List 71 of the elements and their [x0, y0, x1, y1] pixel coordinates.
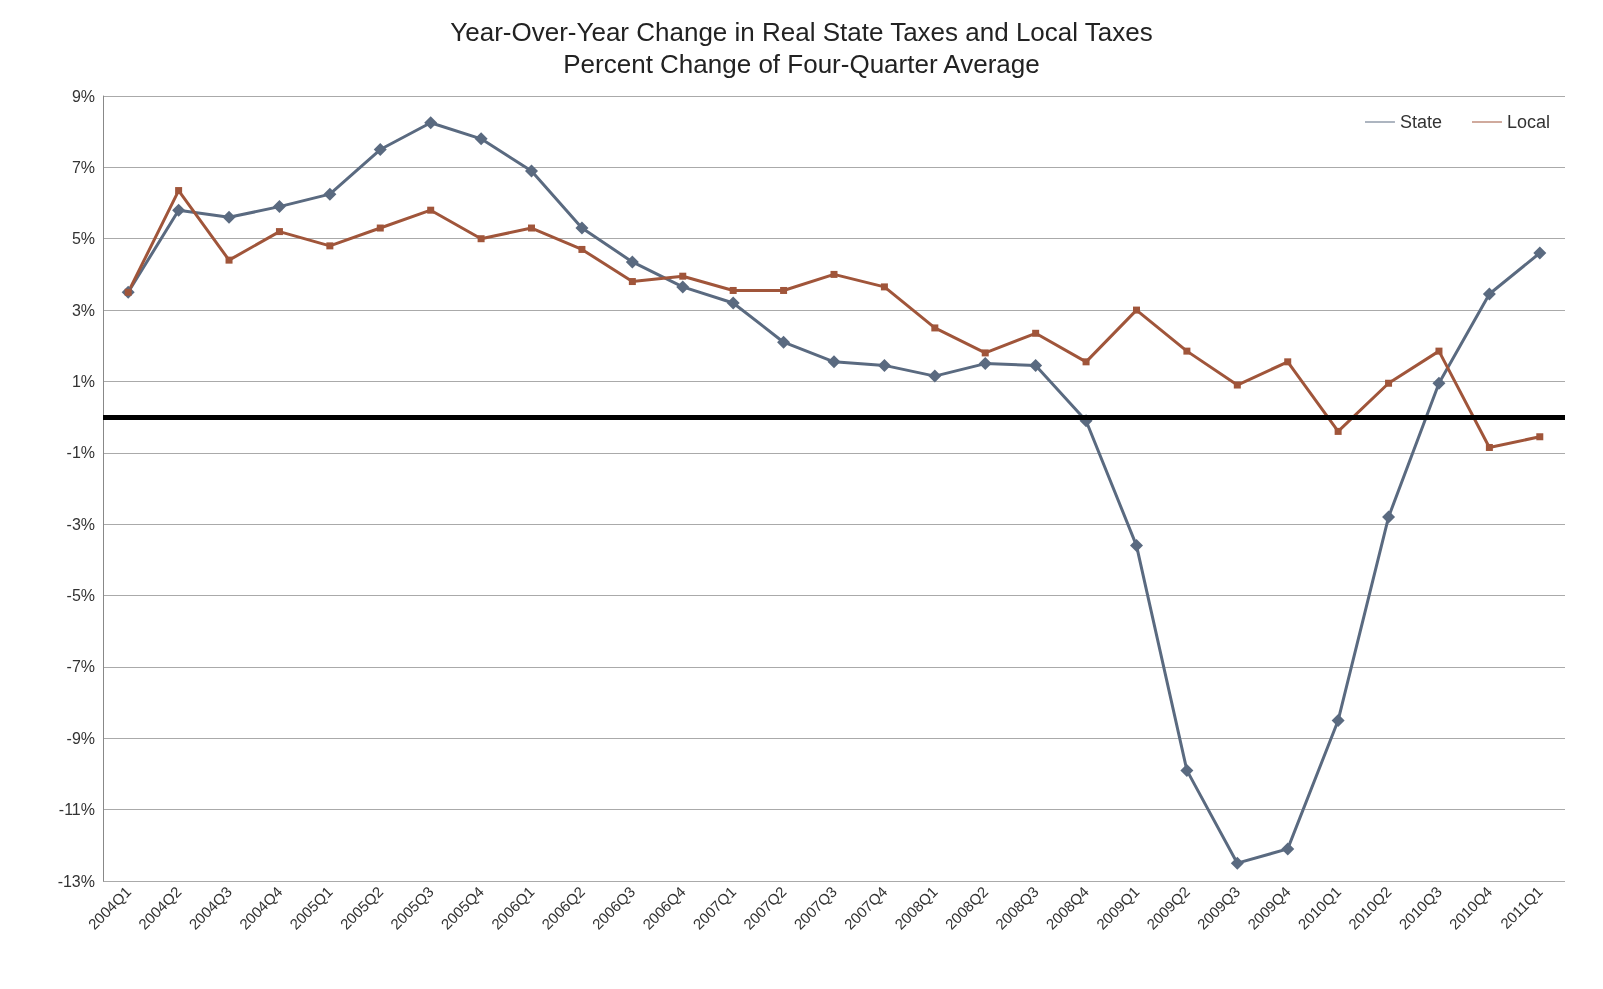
- y-tick-label: -11%: [58, 801, 95, 819]
- point: [676, 280, 690, 294]
- point: [525, 164, 539, 178]
- y-tick-label: -1%: [66, 444, 95, 462]
- point: [978, 357, 992, 371]
- point: [1284, 358, 1292, 366]
- y-tick-label: -13%: [57, 872, 95, 890]
- point: [373, 143, 387, 157]
- point: [1334, 427, 1342, 435]
- legend-label: Local: [1506, 112, 1550, 132]
- point: [726, 296, 740, 310]
- y-tick-label: 3%: [71, 301, 95, 319]
- point: [575, 221, 589, 235]
- point: [1132, 306, 1140, 314]
- point: [1230, 856, 1244, 870]
- point: [1536, 433, 1544, 441]
- point: [1082, 358, 1090, 366]
- point: [625, 255, 639, 269]
- chart-title: Year-Over-Year Change in Real State Taxes and Local Taxes: [450, 17, 1153, 47]
- point: [1533, 246, 1547, 260]
- point: [477, 235, 485, 243]
- point: [427, 206, 435, 214]
- point: [679, 272, 687, 280]
- point: [780, 286, 788, 294]
- point: [827, 355, 841, 369]
- point: [1032, 329, 1040, 337]
- point: [326, 242, 334, 250]
- y-tick-label: 1%: [71, 372, 95, 390]
- point: [1029, 358, 1043, 372]
- point: [424, 116, 438, 130]
- point: [275, 228, 283, 236]
- point: [1331, 713, 1345, 727]
- point: [777, 335, 791, 349]
- point: [729, 286, 737, 294]
- point: [928, 369, 942, 383]
- point: [376, 224, 384, 232]
- point: [1233, 381, 1241, 389]
- point: [1180, 763, 1194, 777]
- legend-label: State: [1399, 112, 1442, 132]
- point: [578, 245, 586, 253]
- y-tick-label: 5%: [71, 230, 95, 248]
- point: [175, 187, 183, 195]
- point: [1382, 510, 1396, 524]
- point: [880, 283, 888, 291]
- point: [225, 256, 233, 264]
- point: [1183, 347, 1191, 355]
- point: [1129, 539, 1143, 553]
- point: [222, 210, 236, 224]
- point: [1385, 379, 1393, 387]
- point: [528, 224, 536, 232]
- point: [474, 132, 488, 146]
- y-tick-label: -3%: [66, 515, 95, 533]
- point: [1432, 376, 1446, 390]
- point: [877, 358, 891, 372]
- point: [1281, 842, 1295, 856]
- point: [1485, 443, 1493, 451]
- point: [323, 187, 337, 201]
- y-tick-label: 7%: [71, 158, 95, 176]
- point: [931, 324, 939, 332]
- point: [628, 278, 636, 286]
- chart-subtitle: Percent Change of Four-Quarter Average: [563, 49, 1040, 79]
- y-tick-label: 9%: [71, 87, 95, 105]
- point: [981, 349, 989, 357]
- point: [272, 200, 286, 214]
- y-tick-label: -9%: [66, 729, 95, 747]
- point: [1435, 347, 1443, 355]
- point: [172, 203, 186, 217]
- point: [830, 270, 838, 278]
- point: [1482, 287, 1496, 301]
- y-tick-label: -7%: [66, 658, 95, 676]
- y-tick-label: -5%: [66, 587, 95, 605]
